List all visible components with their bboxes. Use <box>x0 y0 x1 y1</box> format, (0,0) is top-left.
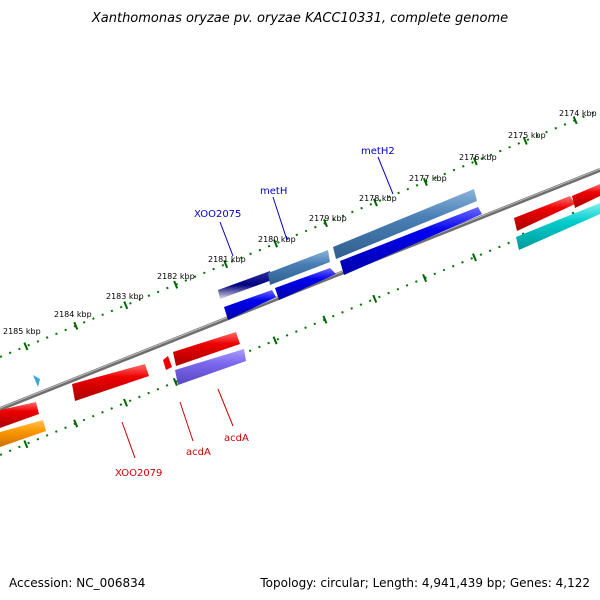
tick-label-2180: 2180 kbp <box>258 235 296 244</box>
outer-major-tick-9 <box>472 157 478 166</box>
outer-major-tick-10 <box>522 136 528 145</box>
gene-XOO2079[interactable] <box>72 364 149 401</box>
inner-tick-track <box>0 204 600 456</box>
outer-major-tick-5 <box>273 239 279 248</box>
gene-XOO2075[interactable] <box>218 271 272 299</box>
footer-accession: Accession: NC_006834 <box>9 576 145 590</box>
tick-label-2181: 2181 kbp <box>208 255 246 264</box>
gene-right-red-2[interactable] <box>572 184 600 208</box>
outer-major-tick-0 <box>23 342 29 351</box>
inner-major-tick-0 <box>23 440 29 449</box>
gene-forward-3[interactable] <box>340 207 482 275</box>
small-cyan-marker <box>33 375 40 387</box>
gene-acdA-small[interactable] <box>163 356 172 370</box>
leader-acdA-2 <box>217 388 234 427</box>
label-metH: metH <box>260 186 287 197</box>
label-acdA-2: acdA <box>224 433 249 444</box>
tick-label-2185: 2185 kbp <box>3 327 41 336</box>
leader-metH2 <box>377 156 394 195</box>
leader-XOO2079 <box>121 421 136 459</box>
inner-major-tick-2 <box>123 398 128 407</box>
gene-acdA[interactable] <box>173 332 240 366</box>
tick-label-2178: 2178 kbp <box>359 194 397 203</box>
gene-left-orange[interactable] <box>0 420 46 447</box>
tick-label-2176: 2176 kbp <box>459 153 497 162</box>
gene-forward-1[interactable] <box>224 290 276 320</box>
outer-major-tick-4 <box>223 260 229 269</box>
inner-major-tick-6 <box>322 315 328 324</box>
inner-major-tick-1 <box>73 419 79 428</box>
outer-major-tick-1 <box>73 321 79 330</box>
gene-metH2[interactable] <box>333 189 477 259</box>
map-title: Xanthomonas oryzae pv. oryzae KACC10331,… <box>91 11 508 26</box>
outer-major-tick-7 <box>372 198 378 207</box>
inner-major-tick-7 <box>372 294 378 303</box>
inner-major-ticks <box>23 211 577 449</box>
outer-major-tick-8 <box>422 177 428 186</box>
outer-tick-track <box>0 109 600 358</box>
gene-right-red-1[interactable] <box>514 196 575 231</box>
outer-major-tick-2 <box>123 301 129 310</box>
gene-left-red[interactable] <box>0 402 39 428</box>
gene-metH[interactable] <box>268 250 330 285</box>
tick-label-2174: 2174 kbp <box>559 109 597 118</box>
inner-major-tick-8 <box>422 273 428 283</box>
footer-topology: Topology: circular; Length: 4,941,439 bp… <box>259 576 590 590</box>
label-XOO2075: XOO2075 <box>194 209 241 220</box>
inner-major-tick-9 <box>471 253 477 262</box>
tick-label-2179: 2179 kbp <box>309 214 347 223</box>
label-metH2: metH2 <box>361 146 395 157</box>
outer-major-ticks <box>23 116 578 351</box>
outer-major-tick-3 <box>173 280 179 289</box>
tick-label-2177: 2177 kbp <box>409 174 447 183</box>
gene-right-cyan[interactable] <box>516 203 600 250</box>
leader-acdA-1 <box>179 401 194 442</box>
gene-purple[interactable] <box>175 349 246 385</box>
gene-forward-2[interactable] <box>275 268 336 300</box>
tick-label-2183: 2183 kbp <box>106 292 144 301</box>
inner-major-tick-5 <box>272 336 278 345</box>
tick-label-2184: 2184 kbp <box>54 310 92 319</box>
tick-label-2175: 2175 kbp <box>508 131 546 140</box>
label-XOO2079: XOO2079 <box>115 468 162 479</box>
tick-label-2182: 2182 kbp <box>157 272 195 281</box>
leader-metH <box>272 196 288 241</box>
leader-XOO2075 <box>219 221 234 257</box>
inner-major-tick-3 <box>172 377 178 387</box>
label-acdA-1: acdA <box>186 447 211 458</box>
outer-major-tick-6 <box>323 218 328 228</box>
outer-major-tick-11 <box>572 116 578 125</box>
